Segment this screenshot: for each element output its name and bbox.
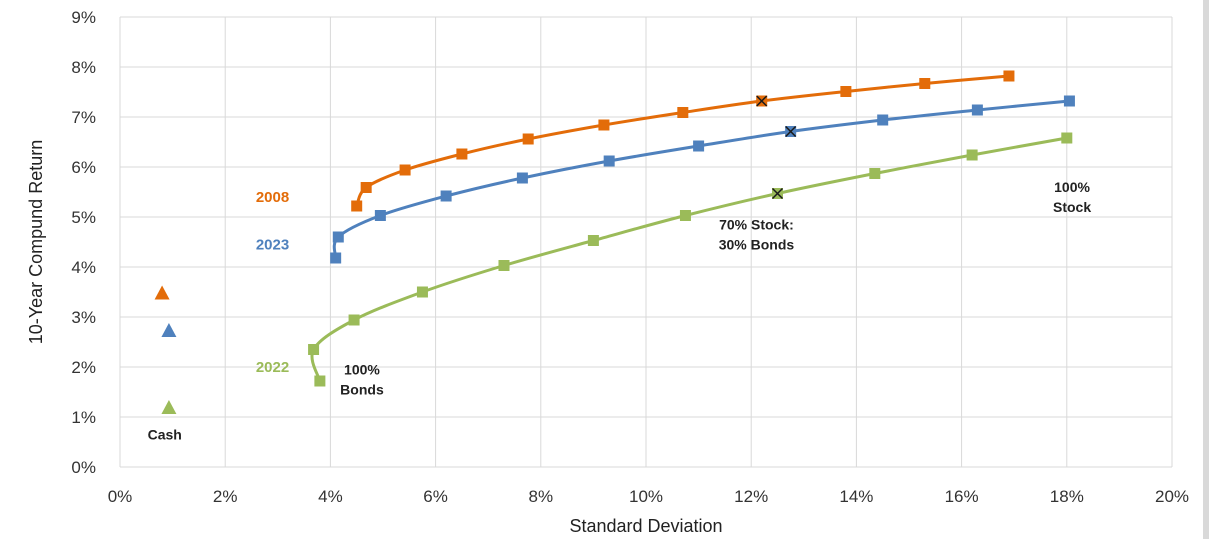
y-tick-label: 2% [71,358,96,377]
data-point-2023 [330,253,341,264]
data-point-2022 [314,376,325,387]
series-label-2023: 2023 [256,237,289,254]
x-tick-label: 10% [629,487,663,506]
data-point-2022 [588,235,599,246]
data-point-2022 [349,315,360,326]
series-line-2008 [357,76,1009,206]
annotation-label: 30% Bonds [719,237,795,253]
data-point-2022 [498,260,509,271]
data-point-2023 [375,210,386,221]
data-point-2008 [1003,71,1014,82]
x-tick-label: 6% [423,487,448,506]
x-tick-label: 12% [734,487,768,506]
data-point-2008 [523,134,534,145]
data-point-2008 [400,165,411,176]
data-point-2008 [351,201,362,212]
data-point-2022 [967,150,978,161]
data-point-2022 [680,210,691,221]
labels: 0% 1% 2% 3% 4% 5% 6% 7% 8% 9% 0% 2% 4% 6% 8% 10% 12% 14% 1… [71,8,1189,506]
x-axis-title: Standard Deviation [569,516,722,536]
data-point-2023 [604,156,615,167]
y-tick-label: 0% [71,458,96,477]
data-point-2023 [1064,96,1075,107]
annotation-label: 100% [1054,179,1090,195]
y-tick-label: 4% [71,258,96,277]
y-tick-label: 1% [71,408,96,427]
cash-point-2022 [161,400,176,414]
series-layer [155,71,1075,415]
series-label-2022: 2022 [256,359,289,376]
cash-point-2008 [155,286,170,300]
data-point-2022 [869,168,880,179]
x-tick-label: 8% [529,487,554,506]
data-point-2008 [677,107,688,118]
series-line-2023 [334,101,1069,258]
x-tick-label: 4% [318,487,343,506]
x-tick-label: 18% [1050,487,1084,506]
annotation-label: 70% Stock: [719,217,794,233]
y-tick-label: 8% [71,58,96,77]
annotation-label: 100% [344,362,380,378]
data-point-2023 [877,115,888,126]
data-point-2022 [308,344,319,355]
y-tick-label: 3% [71,308,96,327]
y-axis-title: 10-Year Compund Return [26,140,46,344]
data-point-2022 [417,287,428,298]
x-tick-label: 0% [108,487,133,506]
panel-edge [1203,0,1209,539]
series-label-2008: 2008 [256,189,289,206]
y-tick-label: 6% [71,158,96,177]
data-point-2008 [840,86,851,97]
data-point-2008 [456,149,467,160]
series-line-2022 [312,138,1067,381]
y-tick-label: 9% [71,8,96,27]
data-point-2023 [693,141,704,152]
x-tick-label: 14% [839,487,873,506]
x-tick-label: 16% [945,487,979,506]
x-tick-label: 20% [1155,487,1189,506]
annotation-label: Bonds [340,382,384,398]
x-tick-label: 2% [213,487,238,506]
data-point-2022 [1061,133,1072,144]
y-tick-label: 7% [71,108,96,127]
data-point-2023 [333,232,344,243]
data-point-2023 [441,191,452,202]
cash-point-2023 [161,323,176,337]
data-point-2023 [517,173,528,184]
data-point-2008 [361,182,372,193]
y-tick-label: 5% [71,208,96,227]
annotation-label: Cash [148,427,182,443]
data-point-2023 [972,105,983,116]
annotation-label: Stock [1053,199,1091,215]
data-point-2008 [919,78,930,89]
data-point-2008 [598,120,609,131]
